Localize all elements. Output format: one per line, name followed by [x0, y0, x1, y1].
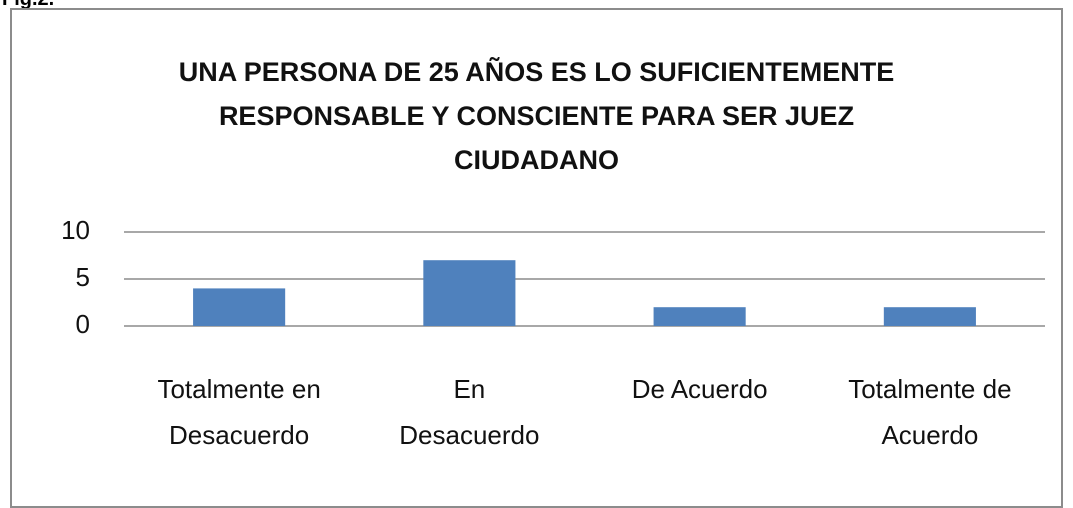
chart: 0 5 10	[61, 215, 1045, 339]
caption: Fig.2.	[2, 0, 54, 11]
y-tick-label: 10	[61, 215, 90, 245]
bar	[883, 307, 976, 326]
bar	[193, 288, 286, 326]
chart-title: UNA PERSONA DE 25 AÑOS ES LO SUFICIENTEM…	[178, 57, 895, 175]
x-tick-label: En Desacuerdo	[399, 374, 540, 450]
y-tick-label: 5	[76, 262, 90, 292]
y-tick-label: 0	[76, 309, 90, 339]
bar	[423, 260, 516, 326]
x-tick-label: De Acuerdo	[631, 374, 768, 404]
bar	[653, 307, 746, 326]
x-tick-label: Totalmente de Acuerdo	[848, 374, 1012, 450]
x-tick-label: Totalmente en Desacuerdo	[157, 374, 321, 450]
